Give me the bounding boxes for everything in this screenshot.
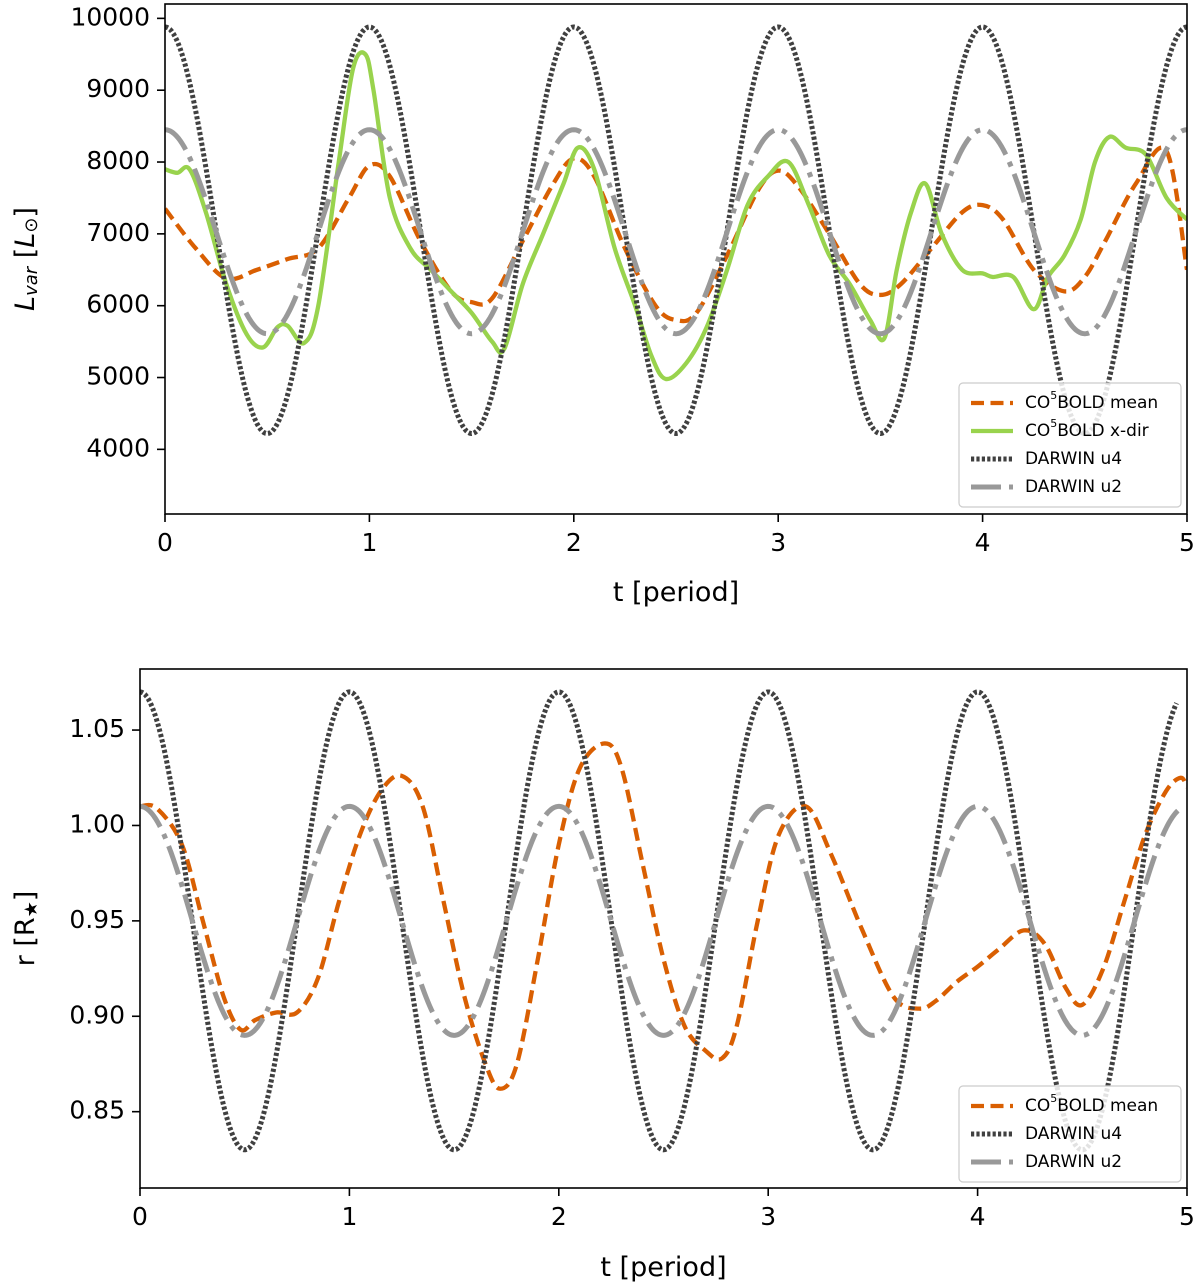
- panel-top: 0 1 2 3 4 5 4000 5000 6000 7000 8000 9000 10000 t [pe…: [10, 2, 1195, 608]
- plot-frame: [164, 3, 1188, 515]
- x-tick-label: 3: [760, 1202, 776, 1231]
- legend-frame: [958, 382, 1182, 508]
- legend-label: DARWIN u2: [1025, 477, 1122, 497]
- y-tick-label: 1.00: [69, 809, 125, 838]
- x-tick-label: 2: [551, 1202, 567, 1231]
- series-line-darwin-u2: [165, 127, 1187, 337]
- plot-frame: [139, 668, 1188, 1189]
- x-tick-label: 5: [1179, 1202, 1195, 1231]
- y-tick-label: 0.90: [69, 1000, 125, 1029]
- x-tick-label: 0: [157, 528, 173, 557]
- x-tick-label: 5: [1179, 528, 1195, 557]
- legend-label: CO5BOLD mean: [1025, 389, 1158, 413]
- legend-label: CO5BOLD x-dir: [1025, 417, 1149, 441]
- x-tick-label: 1: [341, 1202, 357, 1231]
- y-tick-label: 0.85: [69, 1096, 125, 1125]
- legend-label: DARWIN u4: [1025, 1124, 1122, 1144]
- y-axis-label: r [R★]: [10, 891, 43, 967]
- panel-bottom: 0 1 2 3 4 5 0.85 0.90 0.95 1.00 1.05 t [period] r [R…: [10, 668, 1195, 1283]
- y-tick-label: 10000: [70, 2, 150, 31]
- x-tick-label: 1: [361, 528, 377, 557]
- series-line-co5bold-x-dir: [165, 50, 1187, 382]
- y-tick-label: 1.05: [69, 714, 125, 743]
- series-group: [165, 24, 1187, 437]
- y-tick-label: 4000: [86, 433, 150, 462]
- x-tick-label: 0: [132, 1202, 148, 1231]
- y-tick-label: 6000: [86, 290, 150, 319]
- legend: CO5BOLD mean CO5BOLD x-dir DARWIN u4 DARWIN…: [958, 382, 1182, 508]
- series-group: [140, 689, 1187, 1153]
- x-tick-label: 2: [566, 528, 582, 557]
- x-axis-label: t [period]: [613, 577, 739, 608]
- series-line-darwin-u4: [140, 689, 1179, 1153]
- legend-label: DARWIN u4: [1025, 449, 1122, 469]
- x-tick-label: 4: [975, 528, 991, 557]
- legend-label: DARWIN u2: [1025, 1152, 1122, 1172]
- y-tick-label: 5000: [86, 362, 150, 391]
- legend-frame: [958, 1085, 1182, 1183]
- legend-label: CO5BOLD mean: [1025, 1092, 1158, 1116]
- legend: CO5BOLD mean DARWIN u4 DARWIN u2: [958, 1085, 1182, 1183]
- y-tick-label: 0.95: [69, 905, 125, 934]
- x-tick-label: 3: [770, 528, 786, 557]
- y-tick-label: 8000: [86, 146, 150, 175]
- series-line-co5bold-mean: [140, 741, 1187, 1091]
- y-tick-label: 9000: [86, 74, 150, 103]
- x-axis-label: t [period]: [600, 1252, 726, 1283]
- x-tick-label: 4: [970, 1202, 986, 1231]
- y-tick-label: 7000: [86, 218, 150, 247]
- series-line-darwin-u2: [140, 803, 1183, 1038]
- series-line-co5bold-mean: [165, 145, 1187, 324]
- series-line-darwin-u4: [165, 24, 1187, 437]
- y-axis-label: Lvar [L⊙]: [10, 207, 43, 311]
